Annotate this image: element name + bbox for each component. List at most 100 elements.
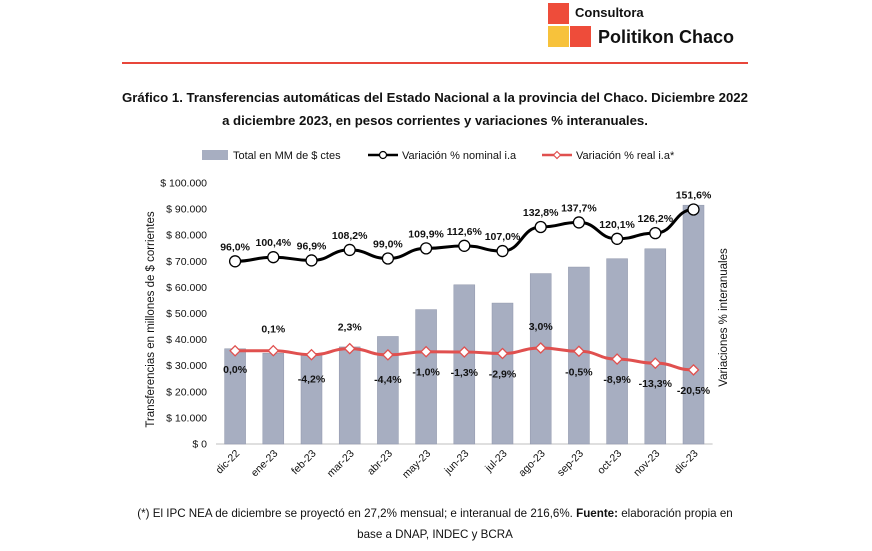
- x-tick-label: may-23: [400, 448, 433, 481]
- nominal-data-label: 96,0%: [220, 241, 250, 253]
- nominal-data-label: 107,0%: [485, 231, 521, 243]
- real-data-label: -8,9%: [603, 374, 631, 386]
- footnote-line1-pre: (*) El IPC NEA de diciembre se proyectó …: [137, 507, 577, 520]
- y-tick-label: $ 100.000: [160, 178, 207, 190]
- legend-swatch-bars: [202, 150, 228, 160]
- point-marker: [228, 255, 242, 268]
- chart-title-line2: a diciembre 2023, en pesos corrientes y …: [222, 113, 648, 128]
- real-data-label: 0,1%: [261, 324, 286, 336]
- x-tick-label: dic-23: [672, 448, 701, 477]
- point-marker: [534, 342, 547, 354]
- nominal-data-label: 109,9%: [408, 228, 444, 240]
- logo-yellow-square-icon: [548, 26, 569, 47]
- real-data-label: -1,0%: [412, 367, 440, 379]
- real-data-label: -1,3%: [451, 367, 479, 379]
- point-marker: [496, 244, 509, 258]
- bar: [453, 284, 476, 445]
- y2-axis-title: Variaciones % interanuales: [718, 248, 730, 387]
- point-marker: [572, 345, 585, 358]
- x-tick-label: jun-23: [442, 448, 472, 478]
- nominal-data-label: 112,6%: [447, 226, 483, 238]
- real-data-label: -0,5%: [565, 366, 593, 378]
- point-marker: [267, 251, 280, 264]
- point-marker: [610, 232, 624, 245]
- footnote-line2: base a DNAP, INDEC y BCRA: [357, 528, 513, 541]
- x-tick-label: sep-23: [555, 448, 586, 479]
- point-marker: [267, 344, 280, 357]
- point-marker: [343, 342, 356, 355]
- y-tick-label: $ 90.000: [166, 204, 207, 216]
- point-marker: [534, 220, 547, 234]
- x-tick-label: ago-23: [516, 448, 548, 480]
- real-data-label: 0,0%: [223, 364, 248, 376]
- x-tick-label: nov-23: [631, 448, 662, 479]
- y-tick-label: $ 80.000: [166, 230, 207, 242]
- point-marker: [649, 357, 662, 370]
- y-tick-label: $ 30.000: [166, 360, 207, 372]
- point-marker: [458, 239, 471, 252]
- point-marker: [343, 243, 356, 257]
- footnote-line1-post: elaboración propia en: [618, 507, 733, 520]
- data-labels: 96,0% 100,4% 96,9%108,2%99,0%109,9% 112,6% 1…: [220, 189, 712, 396]
- point-marker: [687, 203, 700, 216]
- point-marker: [611, 353, 624, 366]
- bar: [415, 309, 437, 445]
- y-tick-label: $ 70.000: [166, 256, 207, 268]
- x-tick-label: feb-23: [289, 448, 319, 478]
- nominal-data-label: 120,1%: [599, 219, 635, 231]
- x-tick-label: ene-23: [249, 448, 281, 480]
- logo-red-square-icon: [548, 3, 569, 24]
- chart-title-line1: Gráfico 1. Transferencias automáticas de…: [122, 90, 748, 105]
- point-marker: [229, 344, 242, 357]
- x-tick-label: mar-23: [325, 448, 357, 480]
- legend-label-real: Variación % real i.a*: [576, 150, 675, 162]
- real-data-label: 2,3%: [338, 322, 363, 334]
- nominal-data-label: 96,9%: [297, 240, 327, 252]
- bar: [682, 204, 705, 445]
- bar: [529, 273, 552, 445]
- y-tick-label: $ 50.000: [166, 308, 207, 320]
- legend-marker-nominal: [378, 150, 388, 160]
- point-marker: [458, 346, 471, 358]
- point-marker: [687, 363, 700, 376]
- nominal-data-label: 137,7%: [561, 202, 597, 214]
- real-data-label: -2,9%: [489, 368, 517, 380]
- real-data-label: 3,0%: [529, 321, 554, 333]
- brand-line2: Politikon Chaco: [598, 27, 735, 47]
- x-tick-label: abr-23: [365, 448, 395, 478]
- y-tick-label: $ 10.000: [166, 412, 207, 424]
- brand-logo: Consultora Politikon Chaco: [548, 2, 748, 62]
- chart: Total en MM de $ ctes Variación % nominal…: [145, 150, 730, 481]
- footnote-source-label: Fuente:: [576, 507, 618, 520]
- point-marker: [649, 226, 662, 240]
- nominal-data-label: 126,2%: [637, 213, 673, 225]
- nominal-data-label: 108,2%: [332, 230, 368, 242]
- bar: [491, 302, 514, 445]
- real-data-label: -4,2%: [298, 374, 326, 386]
- point-marker: [381, 252, 395, 265]
- logo-red-square-icon-2: [570, 26, 591, 47]
- real-data-label: -20,5%: [677, 385, 711, 397]
- y-tick-label: $ 20.000: [166, 386, 207, 398]
- nominal-data-label: 151,6%: [676, 189, 712, 201]
- point-marker: [305, 254, 318, 267]
- bar: [606, 258, 628, 445]
- line-series: [228, 203, 700, 376]
- nominal-data-label: 99,0%: [373, 239, 403, 251]
- footnote-line1: (*) El IPC NEA de diciembre se proyectó …: [110, 503, 760, 524]
- header-divider: [122, 62, 748, 64]
- y-tick-label: $ 40.000: [166, 334, 207, 346]
- bar: [338, 346, 361, 445]
- point-marker: [420, 345, 433, 358]
- x-tick-label: oct-23: [595, 448, 624, 477]
- footnote: (*) El IPC NEA de diciembre se proyectó …: [110, 503, 760, 545]
- x-tick-label: dic-22: [214, 448, 243, 477]
- bar: [644, 248, 667, 445]
- bar: [377, 336, 399, 445]
- bar: [300, 354, 323, 445]
- bar: [262, 352, 285, 445]
- legend-label-nominal: Variación % nominal i.a: [402, 150, 517, 162]
- real-data-label: -13,3%: [639, 378, 673, 390]
- brand-line1: Consultora: [575, 5, 644, 20]
- legend-marker-real: [552, 150, 562, 160]
